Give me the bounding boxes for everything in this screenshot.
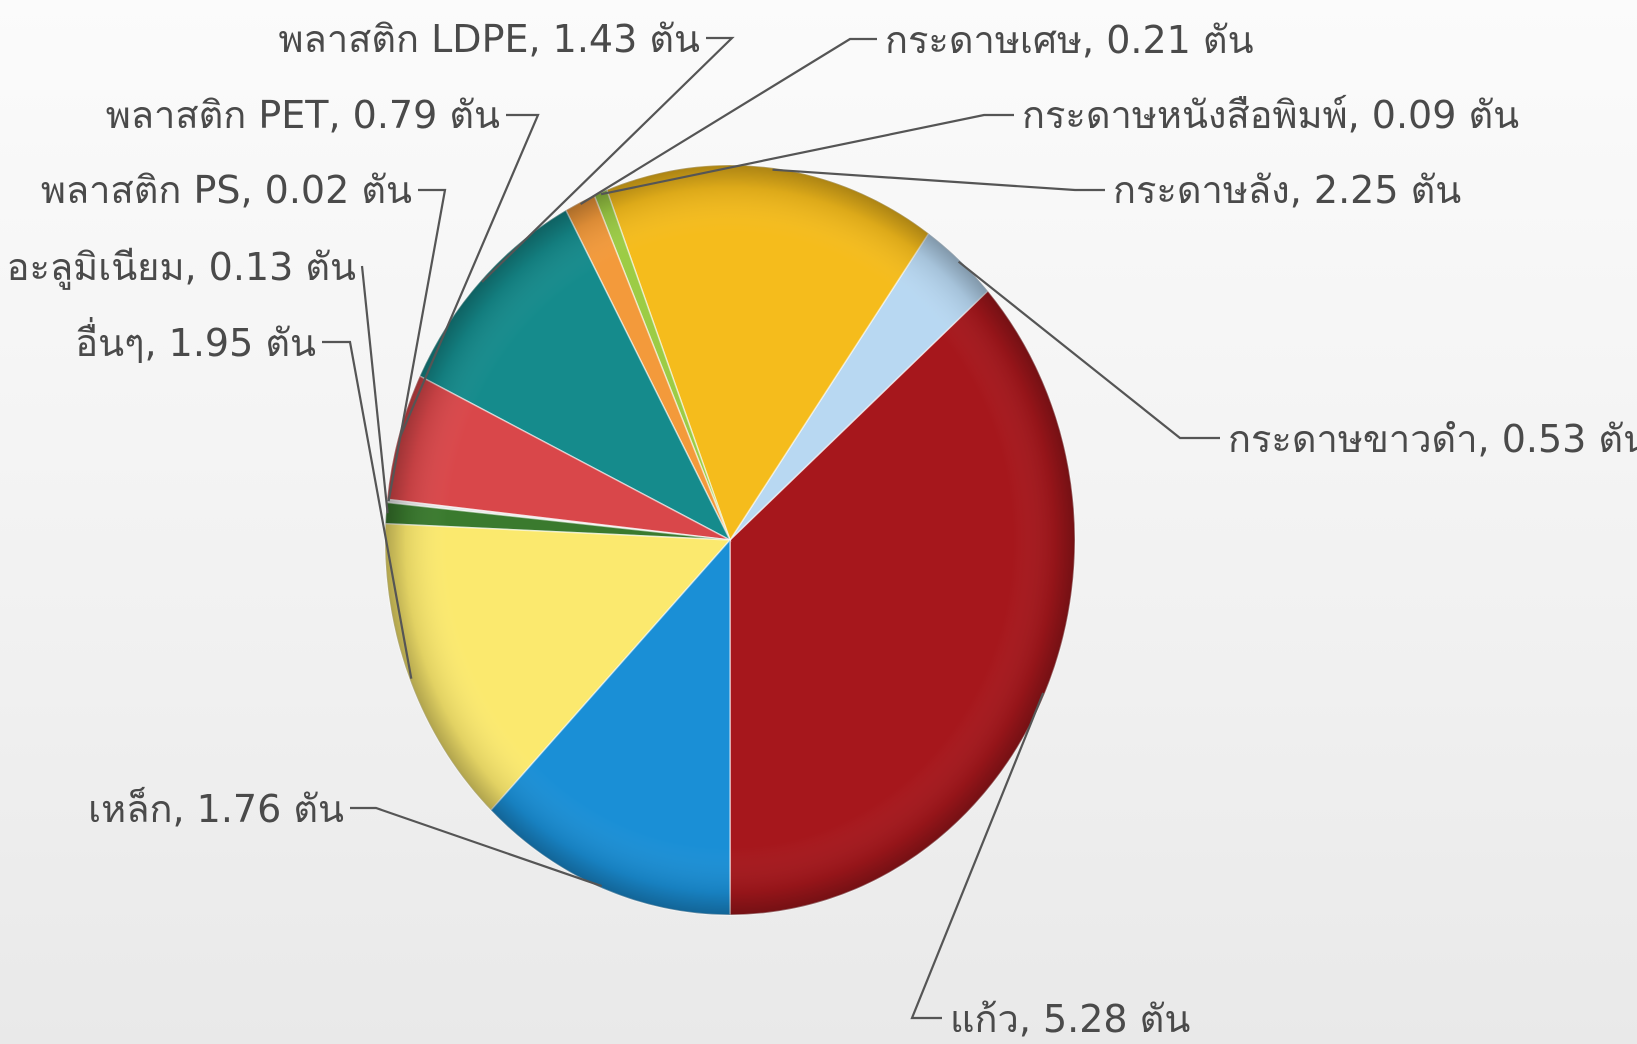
leader-line (600, 113, 1014, 196)
leader-line (957, 260, 1220, 440)
leader-line (910, 692, 1045, 1020)
leader-line (481, 36, 735, 283)
slice-label: อะลูมิเนียม, 0.13 ตัน (7, 245, 356, 290)
slice-label: แก้ว, 5.28 ตัน (950, 997, 1190, 1041)
slice-label: กระดาษลัง, 2.25 ตัน (1113, 168, 1461, 212)
slice-label: พลาสติก LDPE, 1.43 ตัน (279, 17, 701, 61)
slice-labels: แก้ว, 5.28 ตัน กระดาษขาวดำ, 0.53 ตัน กระดา… (7, 17, 1637, 1041)
leader-line (360, 265, 389, 514)
leader-line (322, 340, 413, 679)
slice-label: กระดาษขาวดำ, 0.53 ตัน (1228, 417, 1637, 461)
leader-line (399, 113, 540, 438)
slice-label: กระดาษเศษ, 0.21 ตัน (885, 18, 1254, 62)
pie-slices (384, 164, 1076, 916)
slice-label: อื่นๆ, 1.95 ตัน (75, 317, 316, 365)
leader-line (580, 37, 877, 206)
slice-label: พลาสติก PET, 0.79 ตัน (106, 93, 500, 137)
leader-line (387, 188, 447, 502)
leader-line (350, 806, 603, 888)
slice-label: กระดาษหนังสือพิมพ์, 0.09 ตัน (1022, 93, 1519, 137)
leader-line (772, 168, 1105, 192)
leader-lines (322, 36, 1220, 1020)
slice-label: เหล็ก, 1.76 ตัน (88, 786, 344, 831)
slice-label: พลาสติก PS, 0.02 ตัน (41, 168, 412, 212)
